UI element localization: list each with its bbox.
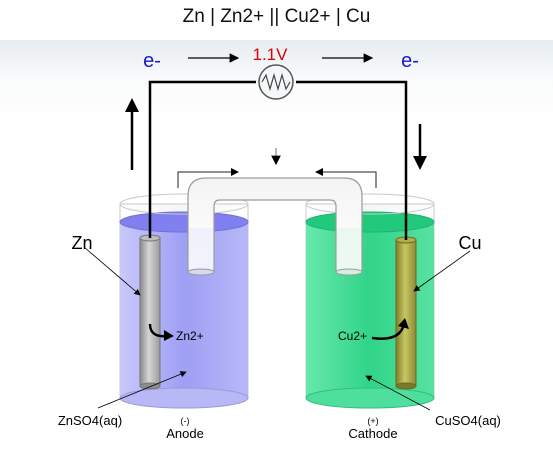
electron-flow-arrows (125, 53, 427, 170)
cu-ion-label: Cu2+ (338, 329, 367, 343)
external-wire (148, 80, 408, 240)
voltage-label: 1.1V (253, 45, 289, 64)
anode-label: Anode (166, 426, 204, 441)
salt-bridge (177, 148, 377, 276)
page-title: Zn | Zn2+ || Cu2+ | Cu (182, 6, 371, 27)
label-pointers (83, 246, 471, 411)
voltmeter (258, 64, 294, 100)
cu-electrode (395, 236, 417, 390)
resistor-zigzag-icon (261, 72, 291, 92)
cathode-label: Cathode (348, 426, 397, 441)
zn-ion-label: Zn2+ (176, 329, 204, 343)
diagram-background (0, 40, 553, 463)
cathode-sign: (+) (367, 416, 378, 426)
zn-label: Zn (71, 233, 92, 253)
bridge-flow-arrow-right (315, 168, 377, 188)
zn-electrode (139, 234, 161, 390)
znso4-label: ZnSO4(aq) (58, 413, 122, 428)
cu-label: Cu (458, 233, 481, 253)
anode-beaker (119, 193, 249, 409)
bridge-flow-arrow-left (177, 168, 239, 188)
cuso4-label: CuSO4(aq) (435, 413, 501, 428)
anode-sign: (-) (181, 416, 190, 426)
electron-label-left: e- (143, 50, 161, 72)
electron-label-right: e- (401, 50, 419, 72)
